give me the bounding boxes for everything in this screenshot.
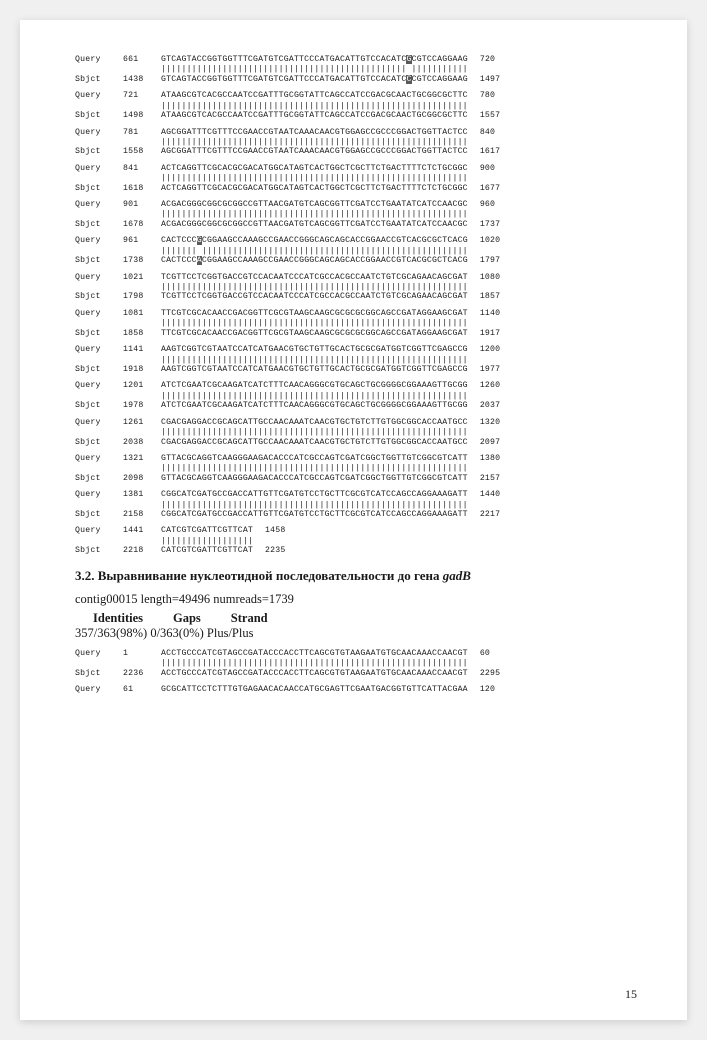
alignment-row-block: Query961CACTCCCGCGGAAGCCAAAGCCGAACCGGGCA… [75,236,637,265]
subject-row: Sbjct1978ATCTCGAATCGCAAGATCATCTTTCAACAGG… [75,401,637,410]
subject-row: Sbjct2218CATCGTCGATTCGTTCAT2235 [75,546,637,555]
query-row: Query1261CGACGAGGACCGCAGCATTGCCAACAAATCA… [75,418,637,427]
match-line: ||||||||||||||||||||||||||||||||||||||||… [161,319,637,328]
subject-row: Sbjct1558AGCGGATTTCGTTTCCGAACCGTAATCAAAC… [75,147,637,156]
query-row: Query1081TTCGTCGCACAACCGACGGTTCGCGTAAGCA… [75,309,637,318]
match-line: ||||||| ||||||||||||||||||||||||||||||||… [161,247,637,256]
alignment-row-block: Query1261CGACGAGGACCGCAGCATTGCCAACAAATCA… [75,418,637,447]
alignment-row-block: Query661GTCAGTACCGGTGGTTTCGATGTCGATTCCCA… [75,55,637,84]
contig-info: contig00015 length=49496 numreads=1739 [75,592,637,607]
strand-label: Strand [231,611,268,625]
alignment-row-block: Query1141AAGTCGGTCGTAATCCATCATGAACGTGCTG… [75,345,637,374]
section-title: 3.2. Выравнивание нуклеотидной последова… [75,568,637,584]
alignment-row-block: Query1081TTCGTCGCACAACCGACGGTTCGCGTAAGCA… [75,309,637,338]
match-line: ||||||||||||||||||||||||||||||||||||||||… [161,65,637,74]
alignment-row-block: Query1381CGGCATCGATGCCGACCATTGTTCGATGTCC… [75,490,637,519]
match-line: ||||||||||||||||||||||||||||||||||||||||… [161,283,637,292]
subject-row: Sbjct1798TCGTTCCTCGGTGACCGTCCACAATCCCATC… [75,292,637,301]
subject-row: Sbjct1738CACTCCCACGGAAGCCAAAGCCGAACCGGGC… [75,256,637,265]
query-row: Query901ACGACGGGCGGCGCGGCCGTTAACGATGTCAG… [75,200,637,209]
alignment-row-block: Query1441CATCGTCGATTCGTTCAT1458 |||||||||… [75,526,637,555]
subject-row: Sbjct1438GTCAGTACCGGTGGTTTCGATGTCGATTCCC… [75,75,637,84]
subject-row: Sbjct1498ATAAGCGTCACGCCAATCCGATTTGCGGTAT… [75,111,637,120]
subject-row: Sbjct2158CGGCATCGATGCCGACCATTGTTCGATGTCC… [75,510,637,519]
alignment-row-block: Query781AGCGGATTTCGTTTCCGAACCGTAATCAAACA… [75,128,637,157]
match-line: |||||||||||||||||| [161,537,637,546]
stats-header: Identities Gaps Strand [93,611,637,626]
match-line: ||||||||||||||||||||||||||||||||||||||||… [161,138,637,147]
query-row: Query1441CATCGTCGATTCGTTCAT1458 [75,526,637,535]
gaps-label: Gaps [173,611,201,625]
match-line: ||||||||||||||||||||||||||||||||||||||||… [161,210,637,219]
query-row: Query1141AAGTCGGTCGTAATCCATCATGAACGTGCTG… [75,345,637,354]
alignment-row-block: Query1ACCTGCCCATCGTAGCCGATACCCACCTTCAGCG… [75,649,637,678]
identities-label: Identities [93,611,143,625]
match-line: ||||||||||||||||||||||||||||||||||||||||… [161,659,637,668]
alignment-row-block: Query901ACGACGGGCGGCGCGGCCGTTAACGATGTCAG… [75,200,637,229]
document-page: Query661GTCAGTACCGGTGGTTTCGATGTCGATTCCCA… [20,20,687,1020]
subject-row: Sbjct2236ACCTGCCCATCGTAGCCGATACCCACCTTCA… [75,669,637,678]
query-row: Query841ACTCAGGTTCGCACGCGACATGGCATAGTCAC… [75,164,637,173]
query-row: Query961CACTCCCGCGGAAGCCAAAGCCGAACCGGGCA… [75,236,637,245]
query-row: Query61GCGCATTCCTCTTTGTGAGAACACAACCATGCG… [75,685,637,694]
match-line: ||||||||||||||||||||||||||||||||||||||||… [161,102,637,111]
alignment-row-block: Query721ATAAGCGTCACGCCAATCCGATTTGCGGTATT… [75,91,637,120]
query-row: Query1381CGGCATCGATGCCGACCATTGTTCGATGTCC… [75,490,637,499]
query-row: Query721ATAAGCGTCACGCCAATCCGATTTGCGGTATT… [75,91,637,100]
alignment-block-1: Query661GTCAGTACCGGTGGTTTCGATGTCGATTCCCA… [75,55,637,556]
alignment-row-block: Query1201ATCTCGAATCGCAAGATCATCTTTCAACAGG… [75,381,637,410]
query-row: Query1ACCTGCCCATCGTAGCCGATACCCACCTTCAGCG… [75,649,637,658]
subject-row: Sbjct1618ACTCAGGTTCGCACGCGACATGGCATAGTCA… [75,184,637,193]
query-row: Query781AGCGGATTTCGTTTCCGAACCGTAATCAAACA… [75,128,637,137]
subject-row: Sbjct1858TTCGTCGCACAACCGACGGTTCGCGTAAGCA… [75,329,637,338]
subject-row: Sbjct2038CGACGAGGACCGCAGCATTGCCAACAAATCA… [75,438,637,447]
subject-row: Sbjct2098GTTACGCAGGTCAAGGGAAGACACCCATCGC… [75,474,637,483]
query-row: Query661GTCAGTACCGGTGGTTTCGATGTCGATTCCCA… [75,55,637,64]
query-row: Query1021TCGTTCCTCGGTGACCGTCCACAATCCCATC… [75,273,637,282]
stats-values: 357/363(98%) 0/363(0%) Plus/Plus [75,626,637,641]
match-line: ||||||||||||||||||||||||||||||||||||||||… [161,501,637,510]
query-row: Query1321GTTACGCAGGTCAAGGGAAGACACCCATCGC… [75,454,637,463]
match-line: ||||||||||||||||||||||||||||||||||||||||… [161,356,637,365]
alignment-row-block: Query1021TCGTTCCTCGGTGACCGTCCACAATCCCATC… [75,273,637,302]
alignment-block-2: Query1ACCTGCCCATCGTAGCCGATACCCACCTTCAGCG… [75,649,637,695]
alignment-row-block: Query1321GTTACGCAGGTCAAGGGAAGACACCCATCGC… [75,454,637,483]
match-line: ||||||||||||||||||||||||||||||||||||||||… [161,174,637,183]
alignment-row-block: Query61GCGCATTCCTCTTTGTGAGAACACAACCATGCG… [75,685,637,694]
query-row: Query1201ATCTCGAATCGCAAGATCATCTTTCAACAGG… [75,381,637,390]
alignment-row-block: Query841ACTCAGGTTCGCACGCGACATGGCATAGTCAC… [75,164,637,193]
match-line: ||||||||||||||||||||||||||||||||||||||||… [161,464,637,473]
subject-row: Sbjct1918AAGTCGGTCGTAATCCATCATGAACGTGCTG… [75,365,637,374]
subject-row: Sbjct1678ACGACGGGCGGCGCGGCCGTTAACGATGTCA… [75,220,637,229]
match-line: ||||||||||||||||||||||||||||||||||||||||… [161,392,637,401]
match-line: ||||||||||||||||||||||||||||||||||||||||… [161,428,637,437]
